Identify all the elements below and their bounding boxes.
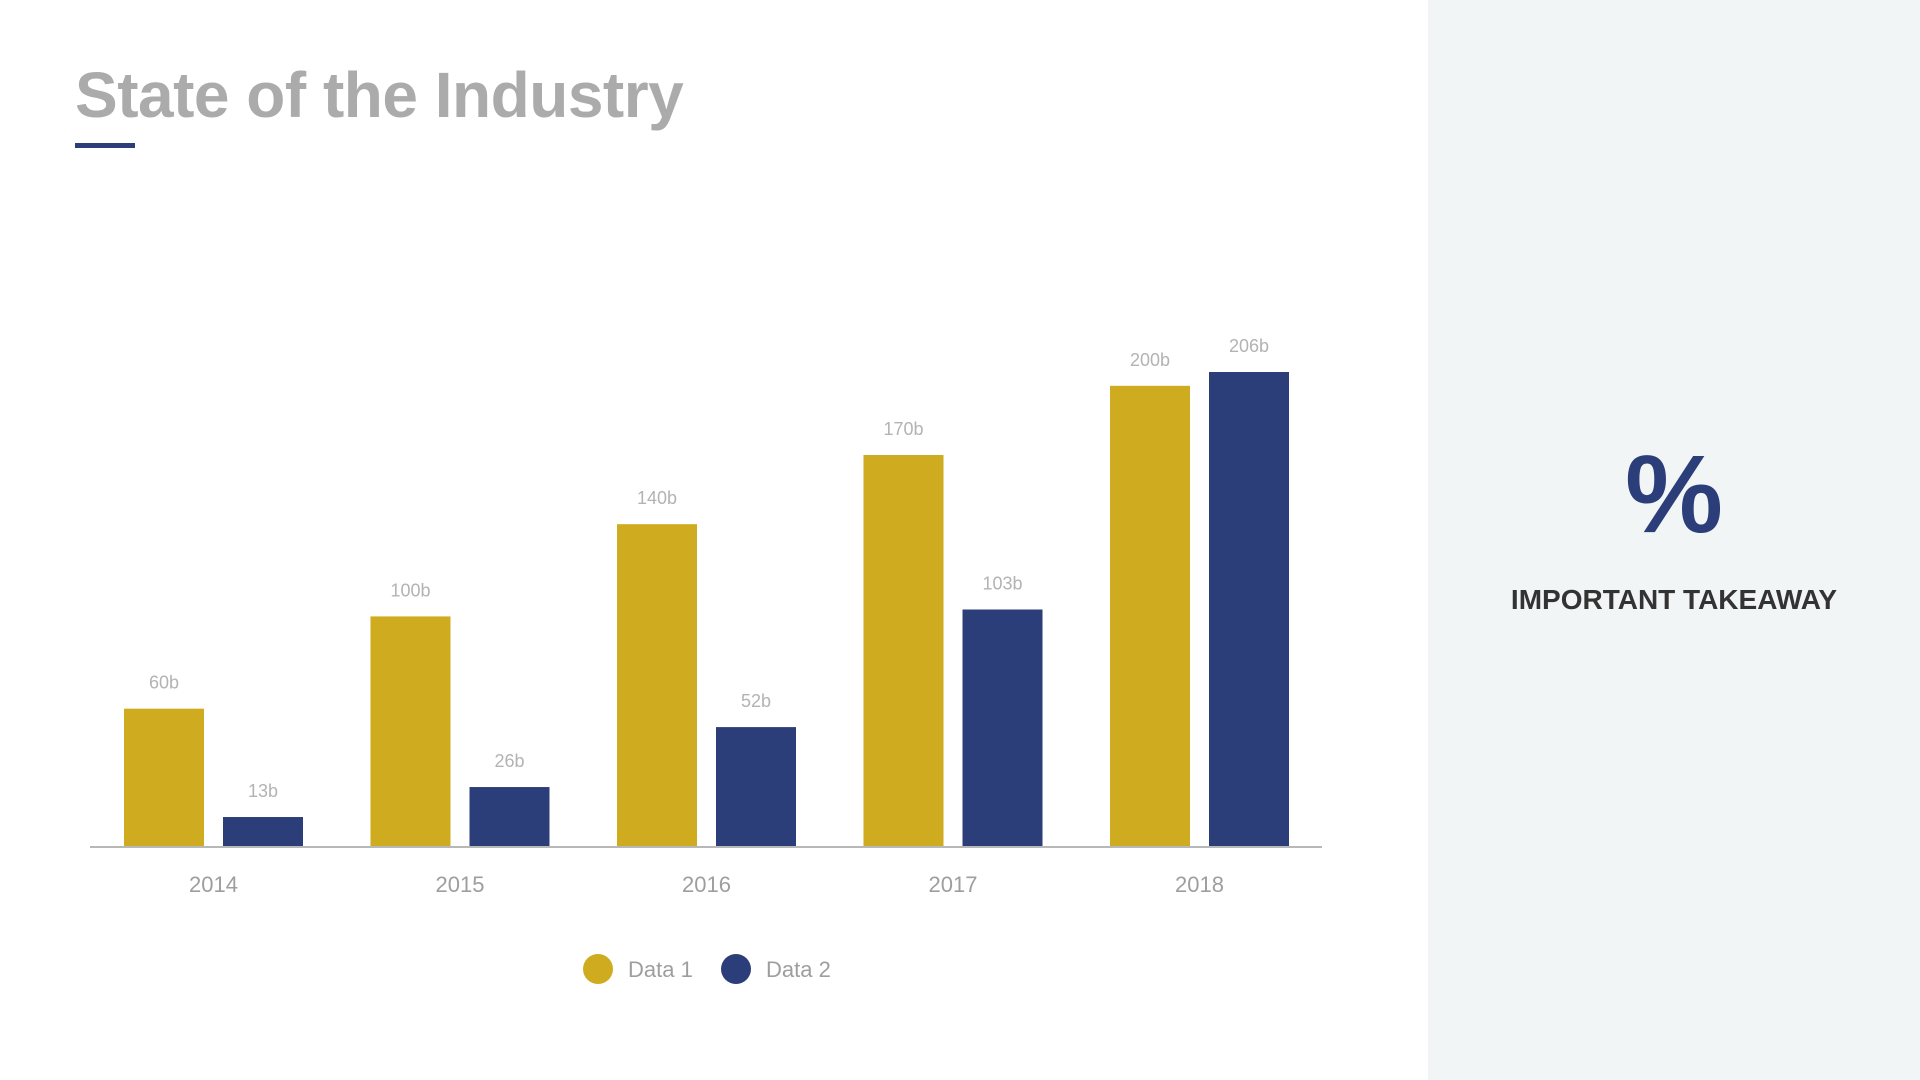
percent-symbol: % <box>1625 433 1723 556</box>
takeaway-label: IMPORTANT TAKEAWAY <box>1510 584 1838 615</box>
x-tick-label: 2017 <box>929 872 978 897</box>
x-tick-label: 2015 <box>436 872 485 897</box>
data-label: 103b <box>982 574 1022 594</box>
bar-data-1-2014 <box>124 708 204 847</box>
bar-data-1-2016 <box>617 524 697 847</box>
legend-label: Data 2 <box>766 957 831 982</box>
bar-data-2-2014 <box>223 817 303 847</box>
data-label: 206b <box>1229 336 1269 356</box>
side-panel <box>1428 0 1920 1080</box>
legend-swatch-data-1 <box>583 954 613 984</box>
data-label: 140b <box>637 488 677 508</box>
bar-data-1-2017 <box>863 455 944 847</box>
x-tick-label: 2016 <box>682 872 731 897</box>
bar-data-2-2018 <box>1209 372 1289 847</box>
bar-chart: 60b 13b 2014 100b 26b 2015 140b 52b 2016 170b 103b… <box>90 336 1322 984</box>
data-label: 26b <box>494 751 524 771</box>
bar-data-2-2015 <box>469 787 550 847</box>
bar-data-1-2015 <box>370 616 451 847</box>
x-tick-label: 2018 <box>1175 872 1224 897</box>
data-label: 52b <box>741 691 771 711</box>
bar-data-2-2016 <box>716 727 796 847</box>
title-underline <box>75 143 135 148</box>
bar-data-2-2017 <box>962 609 1043 847</box>
page-title: State of the Industry <box>75 59 684 131</box>
legend-label: Data 1 <box>628 957 693 982</box>
legend-swatch-data-2 <box>721 954 751 984</box>
bar-data-1-2018 <box>1110 385 1190 847</box>
data-label: 200b <box>1130 350 1170 370</box>
data-label: 170b <box>883 419 923 439</box>
x-tick-label: 2014 <box>189 872 238 897</box>
data-label: 13b <box>248 781 278 801</box>
data-label: 60b <box>149 673 179 693</box>
data-label: 100b <box>390 580 430 600</box>
